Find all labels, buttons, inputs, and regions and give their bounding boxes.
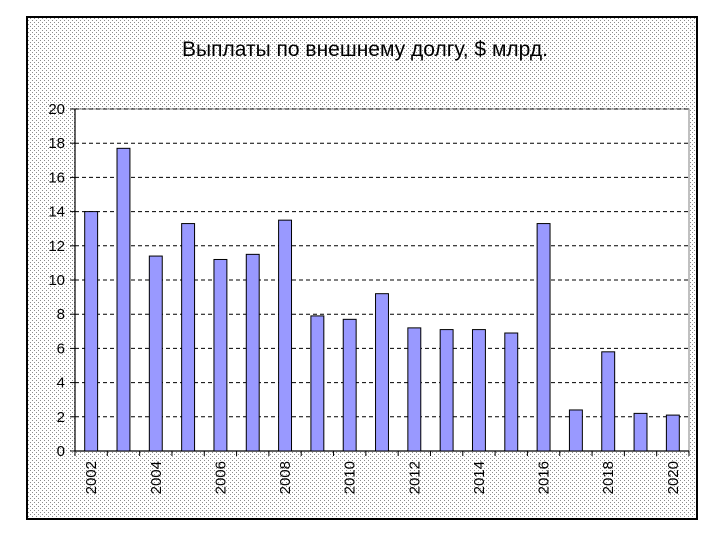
bar-2015 bbox=[504, 332, 519, 452]
bar-2002 bbox=[84, 211, 99, 452]
x-tick-label: 2006 bbox=[212, 461, 229, 494]
y-tick-label: 12 bbox=[48, 238, 65, 255]
bar-2009 bbox=[310, 315, 325, 452]
y-tick-label: 10 bbox=[48, 272, 65, 289]
bar-2006 bbox=[213, 258, 228, 452]
y-tick-label: 14 bbox=[48, 204, 65, 221]
bar-2005 bbox=[181, 223, 196, 452]
bar-2019 bbox=[633, 412, 648, 452]
bar-2008 bbox=[278, 219, 293, 452]
x-tick-label: 2004 bbox=[148, 461, 165, 494]
y-tick-label: 18 bbox=[48, 135, 65, 152]
chart-title: Выплаты по внешнему долгу, $ млрд. bbox=[182, 38, 548, 61]
x-tick-label: 2010 bbox=[342, 461, 359, 494]
bar-2013 bbox=[439, 329, 454, 452]
bar-2020 bbox=[665, 414, 680, 452]
x-tick-label: 2014 bbox=[471, 461, 488, 494]
x-tick-label: 2008 bbox=[277, 461, 294, 494]
y-tick-label: 16 bbox=[48, 169, 65, 186]
bar-2018 bbox=[601, 351, 616, 452]
y-tick-label: 4 bbox=[57, 375, 65, 392]
y-tick-label: 8 bbox=[57, 306, 65, 323]
y-tick-label: 2 bbox=[57, 409, 65, 426]
bar-2016 bbox=[536, 223, 551, 452]
bar-2014 bbox=[471, 329, 486, 452]
bar-2012 bbox=[407, 327, 422, 452]
bar-2004 bbox=[148, 255, 163, 452]
bar-2010 bbox=[342, 318, 357, 452]
bar-2011 bbox=[375, 293, 389, 452]
y-tick-label: 0 bbox=[57, 443, 65, 460]
bar-2017 bbox=[568, 409, 583, 452]
x-tick-label: 2020 bbox=[665, 461, 682, 494]
bar-2007 bbox=[245, 253, 260, 452]
chart-frame bbox=[26, 16, 698, 520]
y-tick-label: 20 bbox=[48, 101, 65, 118]
x-tick-label: 2002 bbox=[83, 461, 100, 494]
x-tick-label: 2016 bbox=[536, 461, 553, 494]
y-tick-label: 6 bbox=[57, 340, 65, 357]
x-tick-label: 2012 bbox=[406, 461, 423, 494]
x-tick-label: 2018 bbox=[600, 461, 617, 494]
bar-2003 bbox=[116, 147, 131, 452]
